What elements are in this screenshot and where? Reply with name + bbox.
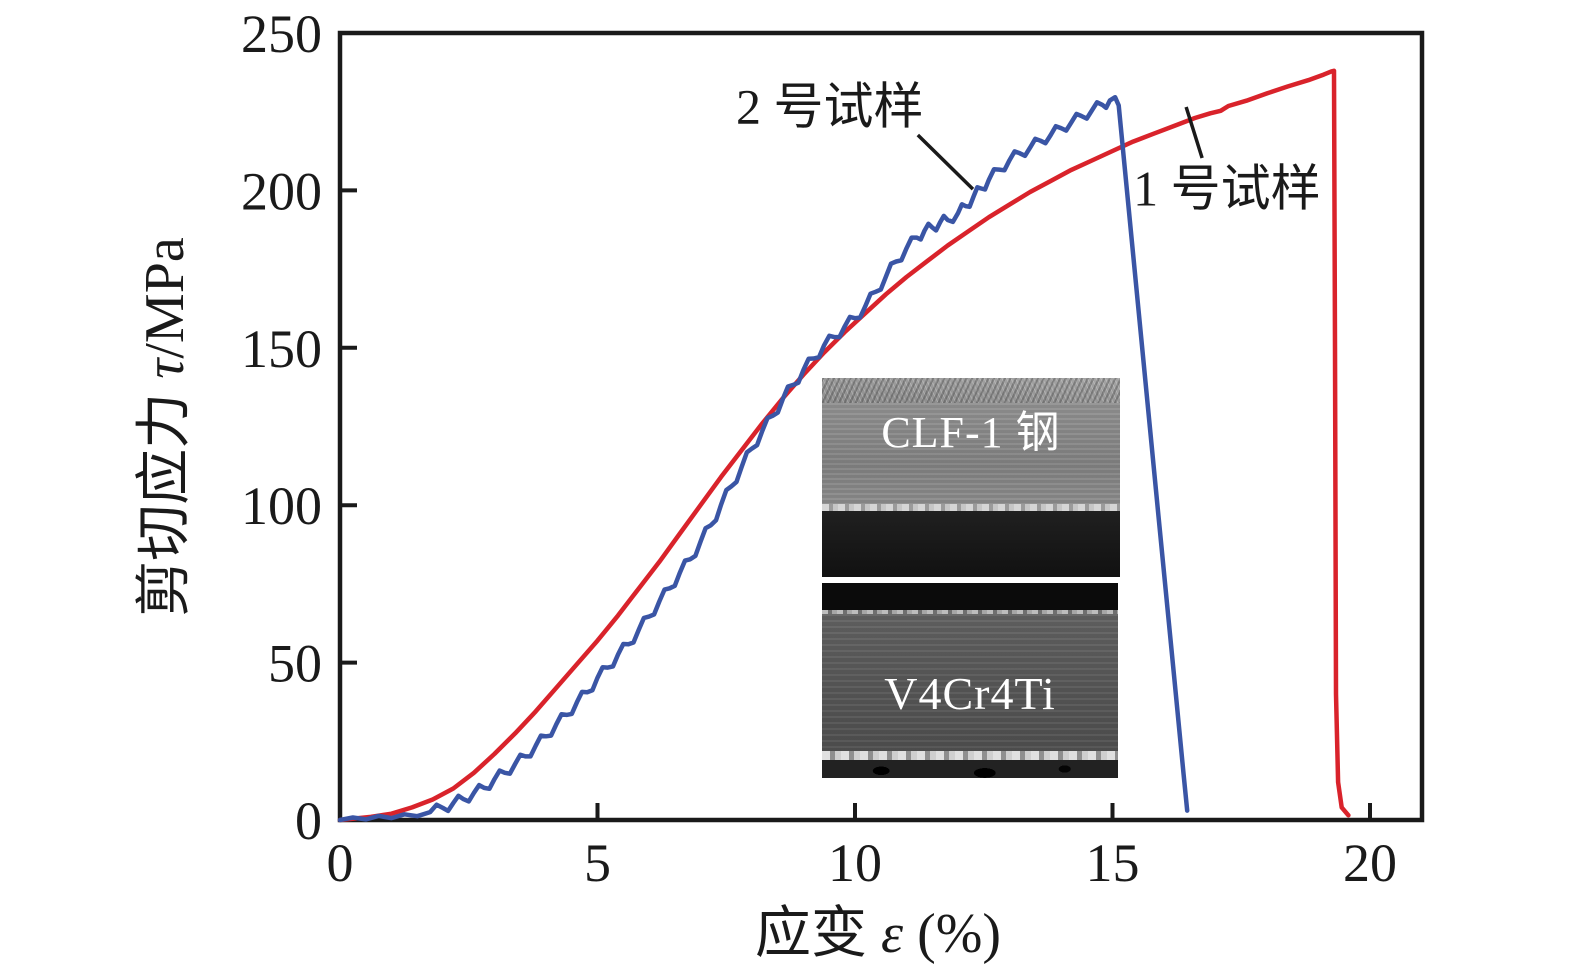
y-tick-label-150: 150 [241, 319, 322, 379]
y-tick-label-0: 0 [295, 791, 322, 851]
annotation-label-2: 2 号试样 [736, 78, 924, 134]
y-axis-title-sym: τ [134, 357, 196, 379]
x-axis-title-sym: ε [881, 903, 904, 965]
y-tick-label-100: 100 [241, 476, 322, 536]
y-tick-label-200: 200 [241, 161, 322, 221]
micrograph-bottom-strip [822, 760, 1118, 778]
y-axis-title-cn: 剪切应力 [134, 379, 196, 617]
curve-specimen-2 [337, 94, 1190, 823]
x-axis-title: 应变 ε (%) [755, 903, 1001, 965]
curve-specimen-1 [337, 68, 1351, 823]
y-axis-title: 剪切应力 τ/MPa [134, 237, 196, 617]
inset-label-v4cr4ti: V4Cr4Ti [884, 668, 1056, 719]
inset-label-clf1-steel: CLF-1 钢 [881, 408, 1061, 457]
y-tick-label-250: 250 [241, 4, 322, 64]
annotation-label-1: 1 号试样 [1133, 160, 1321, 216]
micrograph-bright-seam [822, 751, 1118, 760]
x-tick-label-20: 20 [1343, 833, 1397, 893]
micrograph-black-strip [822, 583, 1118, 613]
micrograph-dark-region [822, 511, 1120, 577]
inset-micrograph-v4cr4ti: V4Cr4Ti [822, 583, 1118, 778]
x-axis-title-unit: (%) [903, 903, 1001, 965]
micrograph-bright-seam [822, 504, 1120, 511]
micrograph-darkgray-band [822, 614, 1118, 753]
axis-ticks [338, 31, 1372, 822]
x-tick-label-15: 15 [1086, 833, 1140, 893]
y-axis-title-unit: /MPa [134, 237, 196, 358]
curve-annotations: 1 号试样 2 号试样 [736, 78, 1321, 216]
micrograph-rough-edge [822, 610, 1118, 615]
inset-micrograph-clf1-steel: CLF-1 钢 [822, 378, 1120, 577]
x-tick-label-10: 10 [828, 833, 882, 893]
x-tick-label-5: 5 [584, 833, 611, 893]
x-axis-title-cn: 应变 [755, 903, 881, 965]
annotation-leader-2 [916, 133, 975, 191]
plot-frame [337, 30, 1425, 823]
micrograph-top-texture [822, 378, 1120, 405]
y-tick-label-50: 50 [268, 634, 322, 694]
micrograph-gray-band [822, 403, 1120, 506]
plot-frame-rect [337, 30, 1425, 823]
data-series [337, 68, 1351, 823]
annotation-leader-1 [1184, 106, 1204, 159]
x-tick-label-0: 0 [327, 833, 354, 893]
